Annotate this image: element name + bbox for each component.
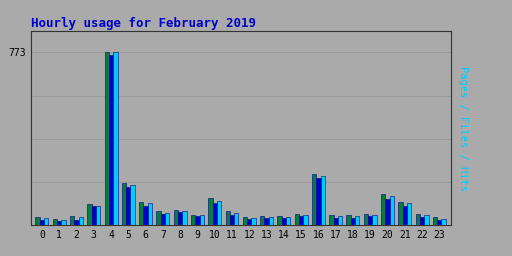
Bar <box>92 206 96 225</box>
Bar <box>200 216 204 225</box>
Bar <box>294 214 299 225</box>
Bar <box>109 55 113 225</box>
Bar <box>278 216 282 225</box>
Bar <box>338 216 342 225</box>
Bar <box>329 215 333 225</box>
Bar <box>143 206 148 225</box>
Bar <box>182 211 187 225</box>
Bar <box>40 220 44 225</box>
Bar <box>321 176 325 225</box>
Bar <box>386 199 390 225</box>
Bar <box>174 210 178 225</box>
Bar <box>420 217 424 225</box>
Bar <box>57 221 61 225</box>
Bar <box>364 214 368 225</box>
Bar <box>282 218 286 225</box>
Bar <box>372 215 377 225</box>
Text: Hourly usage for February 2019: Hourly usage for February 2019 <box>31 17 255 29</box>
Bar <box>312 174 316 225</box>
Bar <box>347 215 351 225</box>
Bar <box>70 216 74 225</box>
Bar <box>104 52 109 225</box>
Bar <box>139 202 143 225</box>
Bar <box>333 218 338 225</box>
Bar <box>368 216 372 225</box>
Bar <box>398 202 402 225</box>
Bar <box>178 212 182 225</box>
Bar <box>161 214 165 225</box>
Bar <box>131 186 135 225</box>
Bar <box>74 220 79 225</box>
Bar <box>156 211 161 225</box>
Bar <box>212 203 217 225</box>
Bar <box>441 219 446 225</box>
Bar <box>234 214 239 225</box>
Bar <box>381 194 386 225</box>
Bar <box>148 203 152 225</box>
Bar <box>286 217 290 225</box>
Bar <box>122 183 126 225</box>
Bar <box>351 218 355 225</box>
Bar <box>269 217 273 225</box>
Bar <box>126 187 131 225</box>
Bar <box>247 219 251 225</box>
Bar <box>208 198 212 225</box>
Bar <box>260 216 264 225</box>
Bar <box>165 212 169 225</box>
Bar <box>53 219 57 225</box>
Bar <box>316 178 321 225</box>
Bar <box>390 196 394 225</box>
Bar <box>303 215 308 225</box>
Bar <box>225 211 230 225</box>
Bar <box>264 218 269 225</box>
Bar <box>35 217 40 225</box>
Bar <box>416 214 420 225</box>
Bar <box>230 215 234 225</box>
Bar <box>44 218 49 225</box>
Bar <box>217 201 221 225</box>
Bar <box>299 216 303 225</box>
Bar <box>113 52 118 225</box>
Bar <box>407 203 411 225</box>
Bar <box>79 217 83 225</box>
Bar <box>402 206 407 225</box>
Bar <box>437 220 441 225</box>
Bar <box>355 216 359 225</box>
Text: Pages / Files / Hits: Pages / Files / Hits <box>458 66 468 190</box>
Bar <box>243 217 247 225</box>
Bar <box>195 216 200 225</box>
Bar <box>191 215 195 225</box>
Bar <box>61 220 66 225</box>
Bar <box>251 218 256 225</box>
Bar <box>424 216 429 225</box>
Bar <box>433 217 437 225</box>
Bar <box>96 206 100 225</box>
Bar <box>88 204 92 225</box>
